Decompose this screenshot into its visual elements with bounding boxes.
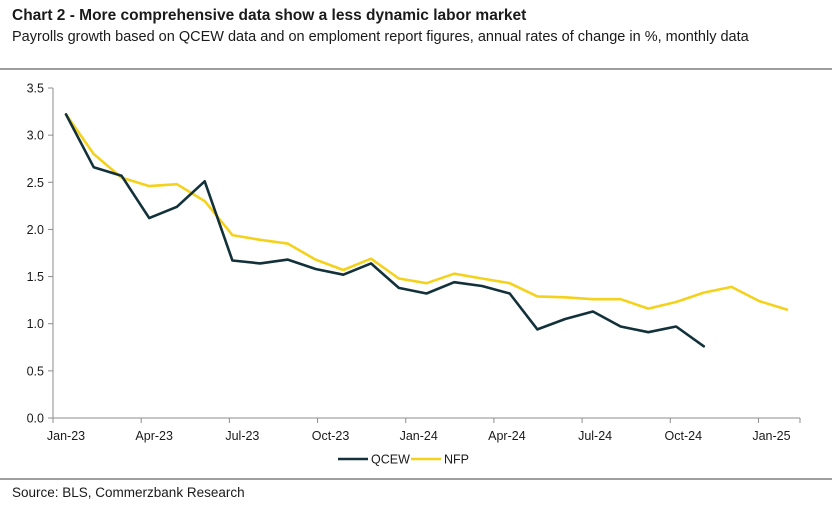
x-axis: Jan-23 Apr-23 Jul-23 Oct-23 Jan-24 Apr-24 Jul-… <box>47 417 801 443</box>
y-tick-label: 1.0 <box>27 317 44 331</box>
legend: QCEW NFP <box>338 453 469 467</box>
y-tick-label: 2.5 <box>27 176 44 190</box>
y-tick-label: 0.5 <box>27 364 44 378</box>
legend-label-nfp: NFP <box>444 453 469 467</box>
series-line-qcew <box>64 113 706 348</box>
x-tick-label: Jan-23 <box>47 429 85 443</box>
bottom-divider <box>0 478 832 480</box>
y-tick-label: 2.0 <box>27 223 44 237</box>
y-tick-label: 3.0 <box>27 129 44 143</box>
y-tick-label: 1.5 <box>27 270 44 284</box>
x-tick-label: Jan-25 <box>752 429 790 443</box>
x-tick-label: Jul-23 <box>225 429 259 443</box>
legend-label-qcew: QCEW <box>371 453 410 467</box>
x-tick-label: Apr-23 <box>135 429 173 443</box>
chart-subtitle: Payrolls growth based on QCEW data and o… <box>12 29 749 45</box>
chart-title: Chart 2 - More comprehensive data show a… <box>12 7 527 24</box>
x-tick-label: Jan-24 <box>400 429 438 443</box>
y-axis: 0.0 0.5 1.0 1.5 2.0 2.5 3.0 3.5 <box>27 82 54 426</box>
x-tick-label: Jul-24 <box>578 429 612 443</box>
line-chart: 0.0 0.5 1.0 1.5 2.0 2.5 3.0 3.5 Jan-23 Apr-23 Jul… <box>27 82 801 467</box>
top-divider <box>0 68 832 70</box>
source-note: Source: BLS, Commerzbank Research <box>12 485 245 500</box>
y-tick-label: 0.0 <box>27 412 44 426</box>
series-layer <box>64 113 789 348</box>
x-tick-label: Oct-23 <box>312 429 350 443</box>
x-tick-label: Oct-24 <box>665 429 703 443</box>
y-tick-label: 3.5 <box>27 82 44 96</box>
x-tick-label: Apr-24 <box>488 429 526 443</box>
series-line-nfp <box>64 113 789 311</box>
